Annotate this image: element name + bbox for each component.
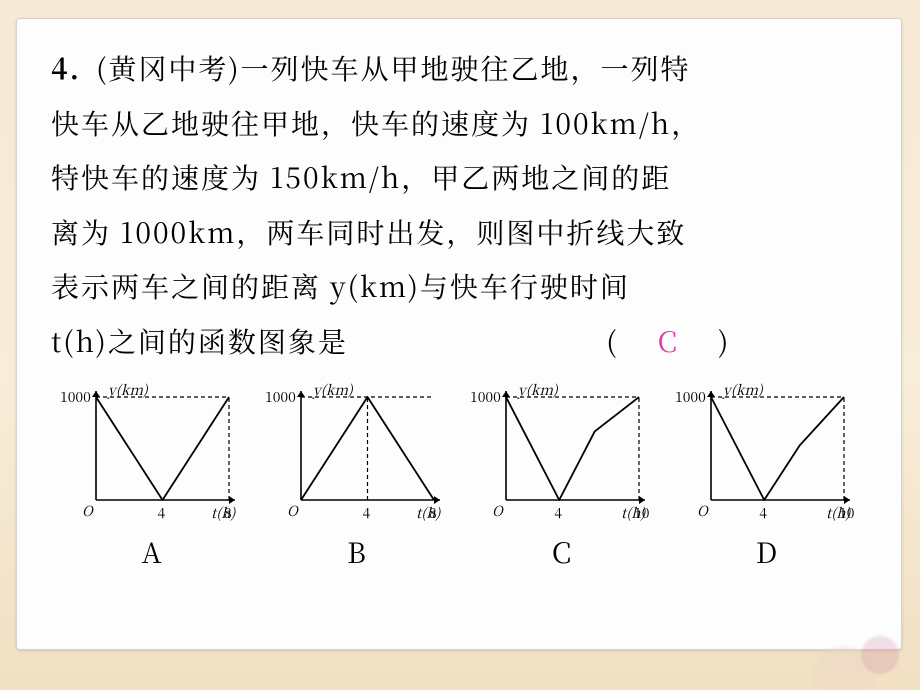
chart-d: y(km)t(h)1000O410 [669, 375, 864, 530]
svg-text:O: O [492, 501, 505, 521]
svg-text:8: 8 [429, 503, 437, 523]
question-number: 4. [51, 48, 81, 88]
svg-text:10: 10 [839, 503, 855, 523]
option-d-label: D [666, 532, 867, 572]
chart-c-wrap: y(km)t(h)1000O410 C [461, 375, 662, 572]
option-b-label: B [256, 532, 457, 572]
svg-text:4: 4 [158, 503, 166, 523]
svg-text:10: 10 [634, 503, 650, 523]
question-paragraph: 4. (黄冈中考)一列快车从甲地驶往乙地，一列特 快车从乙地驶往甲地，快车的速度… [51, 41, 867, 369]
question-source: (黄冈中考) [96, 48, 240, 88]
chart-d-wrap: y(km)t(h)1000O410 D [666, 375, 867, 572]
question-line-5: 表示两车之间的距离 y(km)与快车行驶时间 [51, 266, 630, 306]
decor-corner [796, 578, 916, 688]
paren-close: ) [688, 321, 730, 361]
svg-text:y(km): y(km) [517, 380, 559, 400]
svg-text:1000: 1000 [265, 387, 296, 407]
option-c-label: C [461, 532, 662, 572]
content-card: 4. (黄冈中考)一列快车从甲地驶往乙地，一列特 快车从乙地驶往甲地，快车的速度… [16, 18, 902, 650]
question-line-3: 特快车的速度为 150km/h，甲乙两地之间的距 [51, 157, 671, 197]
svg-text:4: 4 [759, 503, 767, 523]
chart-b-wrap: y(km)t(h)1000O48 B [256, 375, 457, 572]
chart-c: y(km)t(h)1000O410 [464, 375, 659, 530]
answer-letter: C [658, 321, 679, 361]
svg-text:O: O [697, 501, 710, 521]
question-line-1: 一列快车从甲地驶往乙地，一列特 [241, 48, 691, 88]
svg-text:1000: 1000 [470, 387, 501, 407]
svg-text:y(km): y(km) [107, 380, 149, 400]
svg-text:8: 8 [224, 503, 232, 523]
svg-text:y(km): y(km) [722, 380, 764, 400]
question-line-4: 离为 1000km，两车同时出发，则图中折线大致 [51, 212, 686, 252]
chart-a: y(km)t(h)1000O48 [54, 375, 249, 530]
question-line-2: 快车从乙地驶往甲地，快车的速度为 100km/h， [51, 103, 701, 143]
svg-text:O: O [82, 501, 95, 521]
svg-text:O: O [287, 501, 300, 521]
charts-row: y(km)t(h)1000O48 A y(km)t(h)1000O48 B y(… [51, 375, 867, 572]
chart-a-wrap: y(km)t(h)1000O48 A [51, 375, 252, 572]
svg-text:1000: 1000 [60, 387, 91, 407]
svg-text:y(km): y(km) [312, 380, 354, 400]
svg-text:4: 4 [554, 503, 562, 523]
option-a-label: A [51, 532, 252, 572]
paren-open: ( [606, 321, 648, 361]
svg-text:1000: 1000 [675, 387, 706, 407]
chart-b: y(km)t(h)1000O48 [259, 375, 454, 530]
question-line-6a: t(h)之间的函数图象是 [51, 321, 348, 361]
svg-text:4: 4 [363, 503, 371, 523]
